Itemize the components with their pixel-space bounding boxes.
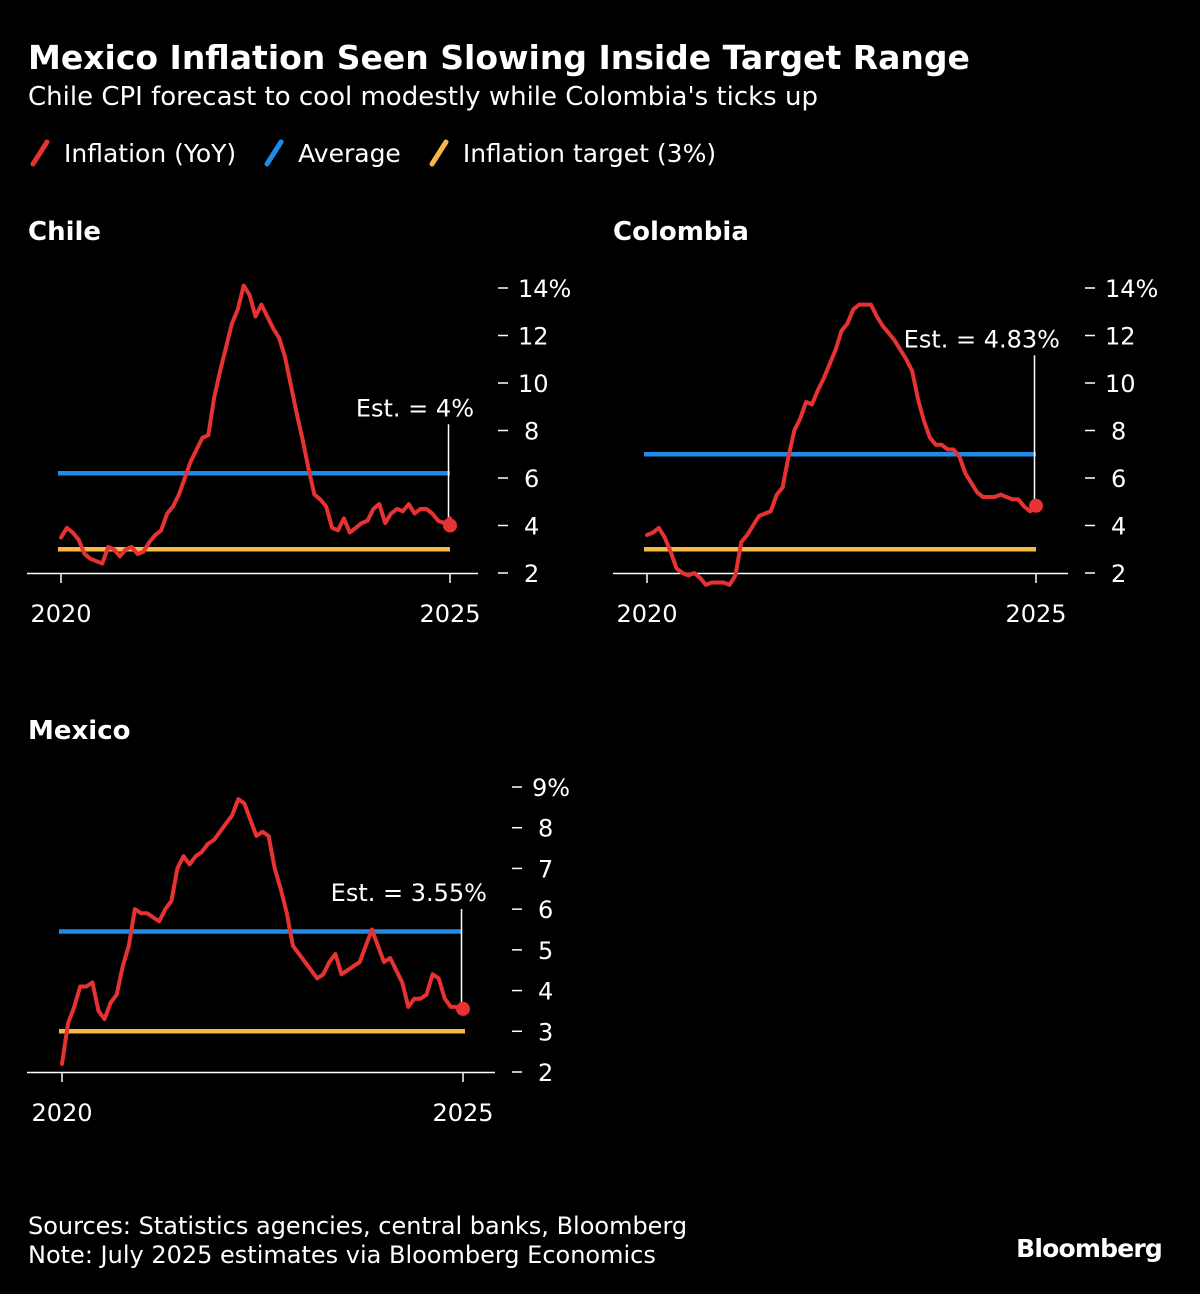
legend-item-average: Average: [262, 139, 401, 168]
average-swatch-icon: [264, 139, 284, 167]
chile-y-tick-label: 4: [524, 513, 539, 541]
chile-y-tick-label: 2: [524, 560, 539, 588]
colombia-y-tick-label: 12: [1105, 323, 1136, 351]
colombia-y-tick-label: 2: [1111, 560, 1126, 588]
sources-text: Sources: Statistics agencies, central ba…: [28, 1212, 688, 1240]
legend: Inflation (YoY) Average Inflation target…: [28, 136, 716, 170]
colombia-panel-title: Colombia: [613, 217, 749, 247]
chile-y-tick-label: 14%: [518, 275, 571, 303]
chile-panel-title: Chile: [28, 217, 101, 247]
bloomberg-logo: Bloomberg: [1016, 1234, 1163, 1263]
mexico-y-tick-label: 2: [538, 1059, 553, 1087]
colombia-y-tick-label: 10: [1105, 370, 1136, 398]
mexico-panel: Mexico 2020 2025 2 3 4 5 6 7 8 9% Est. = 3.55%: [27, 716, 570, 1127]
chile-estimate-dot: [443, 518, 457, 533]
footer: Sources: Statistics agencies, central ba…: [28, 1212, 687, 1270]
chile-estimate-label: Est. = 4%: [356, 394, 474, 422]
mexico-estimate-dot: [456, 1001, 470, 1016]
legend-item-target: Inflation target (3%): [427, 139, 716, 168]
colombia-inflation-line: [645, 302, 1038, 587]
mexico-y-tick-label: 8: [538, 815, 553, 843]
legend-label-inflation: Inflation (YoY): [64, 138, 237, 168]
legend-item-inflation: Inflation (YoY): [28, 139, 236, 168]
mexico-x-tick-label: 2025: [432, 1099, 493, 1127]
mexico-y-tick-label: 5: [538, 937, 553, 965]
colombia-estimate-label: Est. = 4.83%: [904, 325, 1060, 353]
chart-subtitle: Chile CPI forecast to cool modestly whil…: [28, 82, 818, 112]
mexico-x-tick-label: 2020: [31, 1099, 92, 1127]
mexico-estimate-label: Est. = 3.55%: [331, 879, 487, 907]
mexico-y-tick-label: 3: [538, 1018, 553, 1046]
chile-y-tick-label: 12: [518, 323, 549, 351]
mexico-y-tick-label: 6: [538, 896, 553, 924]
legend-label-target: Inflation target (3%): [462, 138, 717, 168]
chile-y-tick-label: 10: [518, 370, 549, 398]
mexico-y-tick-label: 9%: [532, 774, 570, 802]
legend-label-average: Average: [298, 138, 401, 168]
colombia-y-tick-label: 4: [1111, 513, 1126, 541]
mexico-inflation-line: [60, 797, 465, 1066]
colombia-y-tick-label: 8: [1111, 418, 1126, 446]
mexico-y-tick-label: 7: [538, 855, 553, 883]
mexico-panel-title: Mexico: [28, 716, 130, 746]
chile-x-tick-label: 2025: [419, 600, 480, 628]
chile-y-tick-label: 8: [524, 418, 539, 446]
colombia-panel: Colombia 2020 2025 2 4 6 8 10 12 14% Est. = 4.83%: [613, 217, 1158, 628]
chile-y-tick-label: 6: [524, 465, 539, 493]
colombia-x-tick-label: 2020: [616, 600, 677, 628]
chile-inflation-line: [59, 283, 452, 566]
chart-title: Mexico Inflation Seen Slowing Inside Tar…: [28, 38, 970, 77]
mexico-y-tick-label: 4: [538, 978, 553, 1006]
colombia-x-tick-label: 2025: [1005, 600, 1066, 628]
colombia-estimate-dot: [1029, 498, 1043, 513]
note-text: Note: July 2025 estimates via Bloomberg …: [28, 1241, 656, 1269]
colombia-y-tick-label: 6: [1111, 465, 1126, 493]
chile-x-tick-label: 2020: [30, 600, 91, 628]
colombia-y-tick-label: 14%: [1105, 275, 1158, 303]
chile-panel: Chile 2020 2025 2 4 6 8 10 12 14% Est. = 4%: [27, 217, 571, 628]
inflation-swatch-icon: [30, 139, 50, 167]
target-swatch-icon: [429, 139, 449, 167]
